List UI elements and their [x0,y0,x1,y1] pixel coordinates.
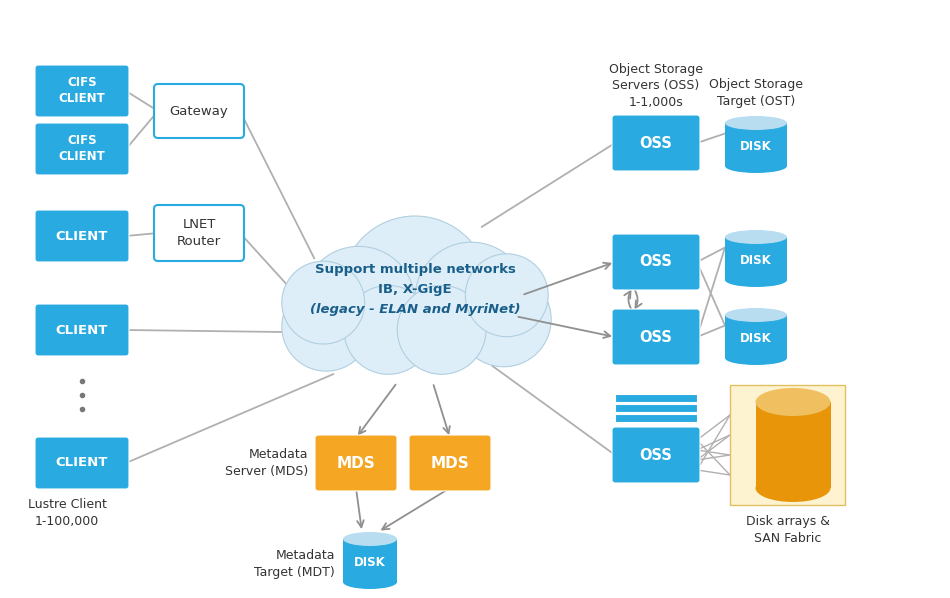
Ellipse shape [755,474,830,502]
Bar [343,539,397,582]
Text: Gateway: Gateway [170,105,228,117]
FancyBboxPatch shape [612,115,700,171]
FancyBboxPatch shape [35,210,129,262]
Ellipse shape [725,159,787,173]
Text: OSS: OSS [639,329,673,344]
Text: Metadata
Server (MDS): Metadata Server (MDS) [225,448,308,478]
Bar [615,394,697,402]
FancyBboxPatch shape [35,65,129,117]
Text: Disk arrays &
SAN Fabric: Disk arrays & SAN Fabric [746,515,829,545]
Bar [725,237,787,280]
Text: MDS: MDS [336,456,375,471]
Text: IB, X-GigE: IB, X-GigE [378,283,452,297]
Ellipse shape [725,308,787,322]
Ellipse shape [725,273,787,287]
Ellipse shape [755,388,830,416]
FancyBboxPatch shape [315,435,397,491]
Text: DISK: DISK [740,332,771,346]
Ellipse shape [725,230,787,244]
Ellipse shape [343,575,397,589]
FancyBboxPatch shape [612,234,700,290]
FancyBboxPatch shape [409,435,491,491]
Ellipse shape [343,532,397,546]
Text: DISK: DISK [740,255,771,267]
FancyBboxPatch shape [35,123,129,175]
Bar [615,404,697,412]
Text: Lustre Client
1-100,000: Lustre Client 1-100,000 [28,498,106,528]
Text: DISK: DISK [740,141,771,154]
Text: CLIENT: CLIENT [56,230,108,243]
Text: DISK: DISK [354,557,386,569]
Text: CIFS
CLIENT: CIFS CLIENT [59,77,105,105]
Ellipse shape [725,351,787,365]
FancyBboxPatch shape [612,309,700,365]
FancyBboxPatch shape [154,205,244,261]
Text: CLIENT: CLIENT [56,456,108,469]
FancyBboxPatch shape [730,385,845,505]
Bar [755,402,830,488]
FancyBboxPatch shape [612,427,700,483]
FancyBboxPatch shape [154,84,244,138]
Text: CLIENT: CLIENT [56,324,108,337]
Text: Object Storage
Target (OST): Object Storage Target (OST) [709,78,803,108]
Text: CIFS
CLIENT: CIFS CLIENT [59,135,105,163]
Text: OSS: OSS [639,447,673,462]
FancyBboxPatch shape [35,304,129,356]
Text: Object Storage
Servers (OSS)
1-1,000s: Object Storage Servers (OSS) 1-1,000s [609,63,703,109]
Bar [725,315,787,358]
Bar [725,123,787,166]
Ellipse shape [725,116,787,130]
Text: LNET
Router: LNET Router [177,218,221,248]
Bar [615,414,697,422]
Text: MDS: MDS [430,456,469,471]
Text: OSS: OSS [639,136,673,151]
FancyBboxPatch shape [35,437,129,489]
Text: (legacy - ELAN and MyriNet): (legacy - ELAN and MyriNet) [310,304,521,316]
Text: Support multiple networks: Support multiple networks [314,264,516,276]
Text: OSS: OSS [639,255,673,270]
Text: Metadata
Target (MDT): Metadata Target (MDT) [255,549,335,579]
